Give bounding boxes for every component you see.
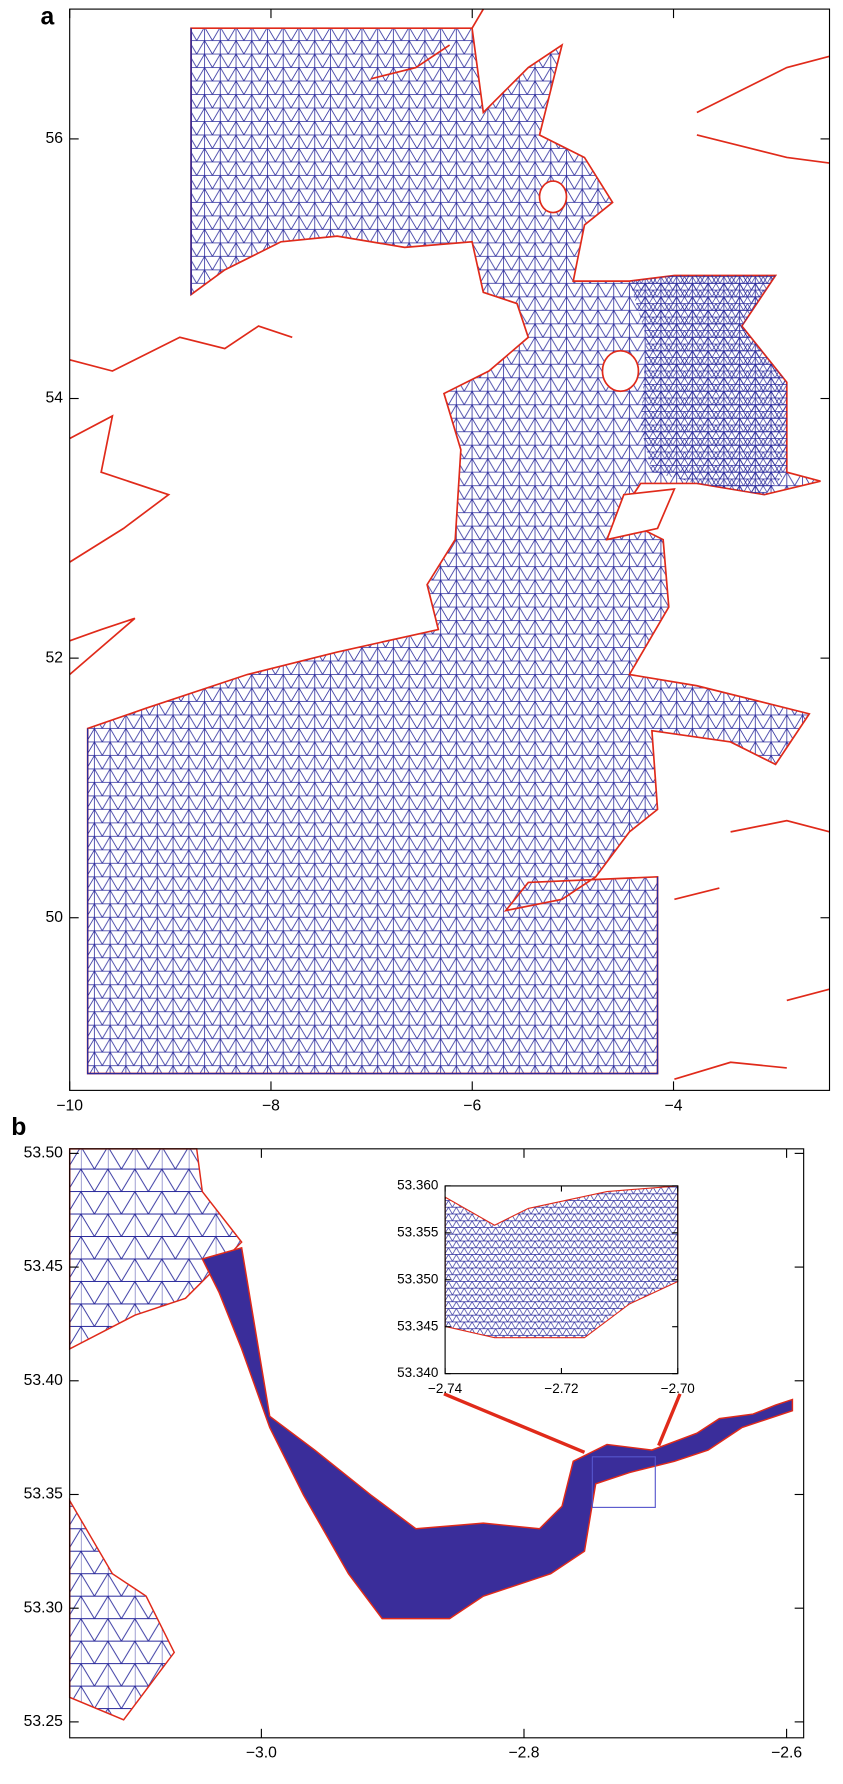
y-tick-label: 50 <box>45 909 63 926</box>
x-tick-label: −2.70 <box>661 1381 695 1396</box>
y-tick-label: 53.40 <box>24 1372 64 1389</box>
x-tick-label: −3.0 <box>246 1745 277 1762</box>
y-tick-label: 53.25 <box>24 1713 64 1730</box>
y-tick-label: 53.340 <box>397 1365 438 1380</box>
y-tick-label: 53.355 <box>397 1224 438 1239</box>
panel-b-frame <box>69 1148 805 1739</box>
y-tick-label: 56 <box>45 130 63 147</box>
y-tick-label: 53.345 <box>397 1318 438 1333</box>
y-tick-label: 54 <box>45 390 63 407</box>
x-tick-label: −6 <box>463 1097 481 1114</box>
y-tick-label: 53.30 <box>24 1599 64 1616</box>
panel-b-map <box>68 1148 794 1721</box>
x-tick-label: −2.8 <box>508 1745 539 1762</box>
inset: −2.74 −2.72 −2.70 53.340 53.345 53.350 53.355 5… <box>397 1177 695 1395</box>
y-tick-label: 53.350 <box>397 1271 438 1286</box>
panel-a-map <box>69 8 830 1080</box>
y-tick-label: 53.50 <box>24 1145 64 1162</box>
y-tick-label: 53.35 <box>24 1486 64 1503</box>
y-tick-label: 53.360 <box>397 1177 438 1192</box>
panel-label: b <box>11 1114 26 1141</box>
x-tick-label: −2.74 <box>428 1381 463 1396</box>
panel-label: a <box>40 4 54 31</box>
x-tick-label: −4 <box>665 1097 683 1114</box>
x-tick-label: −8 <box>262 1097 280 1114</box>
x-tick-label: −2.72 <box>544 1381 578 1396</box>
x-tick-label: −10 <box>56 1097 83 1114</box>
x-tick-label: −2.6 <box>771 1745 802 1762</box>
y-tick-label: 52 <box>45 649 62 666</box>
y-tick-label: 53.45 <box>24 1258 64 1275</box>
panel-a-frame <box>69 8 831 1091</box>
